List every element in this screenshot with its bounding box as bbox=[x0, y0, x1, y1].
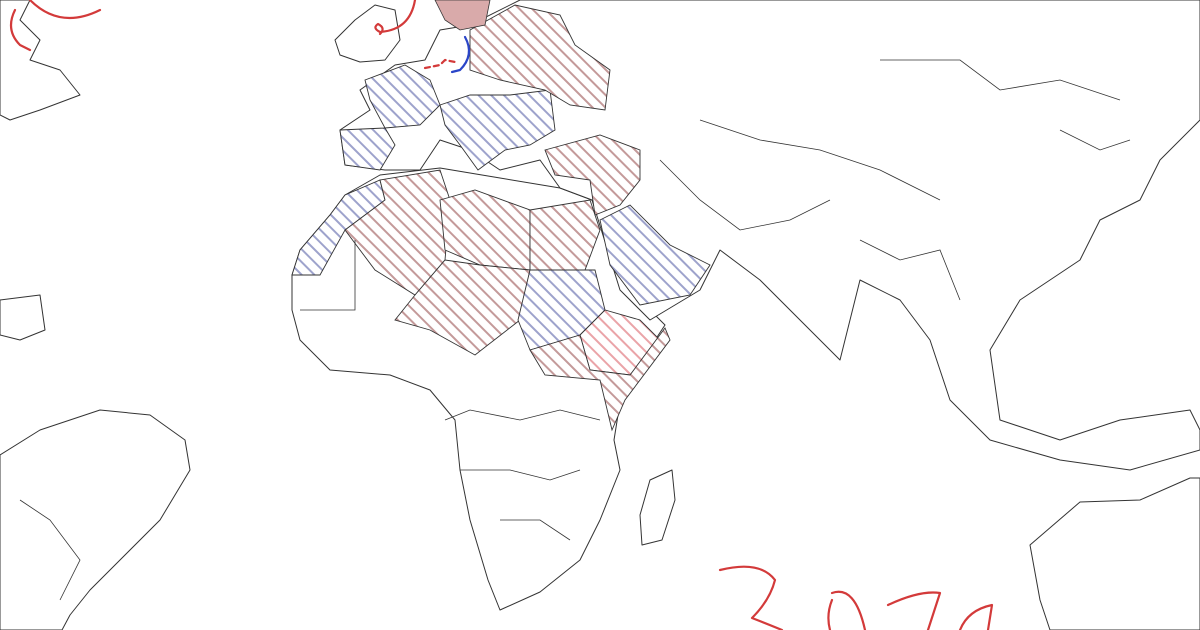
region-italy-balkans[interactable] bbox=[439, 89, 556, 171]
australia[interactable] bbox=[1029, 477, 1200, 630]
region-scandinavia[interactable] bbox=[434, 0, 491, 31]
north-america[interactable] bbox=[0, 0, 81, 121]
ink-annotations bbox=[9, 0, 994, 630]
blue-ink-stroke bbox=[450, 35, 471, 74]
country-borders bbox=[19, 59, 1131, 601]
region-egypt[interactable] bbox=[529, 199, 601, 271]
madagascar[interactable] bbox=[639, 469, 676, 546]
highlighted-regions bbox=[291, 4, 711, 432]
red-ink-stroke bbox=[9, 0, 102, 52]
region-spain[interactable] bbox=[339, 127, 396, 171]
south-america[interactable] bbox=[0, 409, 191, 630]
handwritten-number bbox=[718, 565, 994, 630]
region-turkey-levant[interactable] bbox=[544, 134, 641, 216]
red-ink-loop bbox=[374, 0, 417, 36]
region-saudi-arabia[interactable] bbox=[599, 204, 711, 306]
region-eastern-europe[interactable] bbox=[469, 4, 611, 111]
caribbean[interactable] bbox=[0, 294, 46, 341]
region-france[interactable] bbox=[364, 64, 441, 129]
uk-ireland[interactable] bbox=[334, 4, 401, 63]
red-ink-dashed bbox=[423, 58, 457, 70]
region-south-sudan-somalia[interactable] bbox=[529, 327, 671, 432]
